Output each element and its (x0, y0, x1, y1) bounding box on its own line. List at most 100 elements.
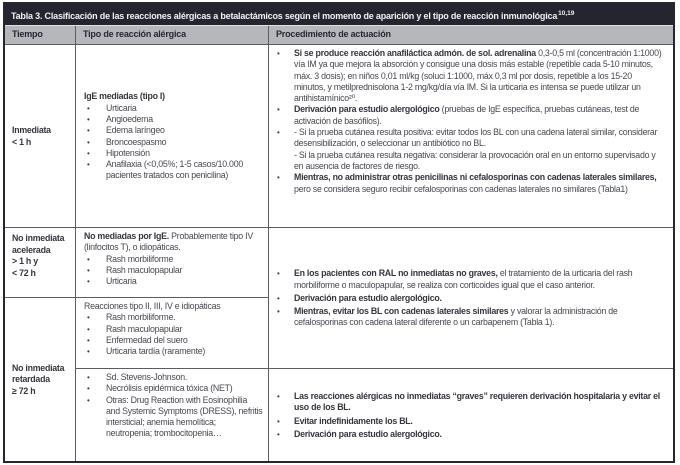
bullet-item: • - Si la prueba cutánea resulta positiva… (274, 127, 665, 172)
cell-tipo-reacciones-graves: • Sd. Stevens-Johnson. • Necrólisis epidérm… (76, 369, 269, 461)
bullet-icon: • (87, 335, 90, 345)
bullet-item: • Sd. Stevens-Johnson. (87, 372, 263, 383)
tipo-bullet-list: • Rash morbiliforme • Rash maculopapular • Ur… (84, 254, 263, 288)
bullet-item: • Si se produce reacción anafiláctica adm… (274, 48, 665, 104)
bullet-item: • Evitar indefinidamente los BL. (274, 416, 665, 427)
bullet-item: • En los pacientes con RAL no inmediatas … (274, 268, 665, 291)
cell-procedimiento-no-inmediata-no-grave: • En los pacientes con RAL no inmediatas … (269, 228, 673, 369)
cell-tiempo-inmediata: Inmediata < 1 h (5, 45, 76, 228)
cell-tiempo-no-inmediata-acelerada: No inmediata acelerada > 1 h y < 72 h (5, 228, 76, 298)
bullet-text: Rash maculopapular (106, 264, 183, 275)
bullet-item: • Mientras, no administrar otras penicili… (274, 172, 665, 195)
bullet-text: En los pacientes con RAL no inmediatas n… (294, 268, 633, 290)
bullet-text: Rash morbiliforme (106, 253, 174, 264)
bullet-item: • Derivación para estudio alergológico. (274, 429, 665, 440)
bullet-text: Derivación para estudio alergológico. (294, 428, 442, 439)
tipo-heading-ige-mediadas: IgE mediadas (tipo I) (84, 91, 165, 102)
bullet-icon: • (277, 173, 280, 183)
bullet-icon: • (87, 347, 90, 357)
bullet-icon: • (277, 416, 280, 426)
bullet-text: Las reacciones alérgicas no inmediatas “… (294, 390, 660, 413)
bullet-icon: • (87, 160, 90, 170)
proc-bullet-list: • En los pacientes con RAL no inmediatas … (274, 268, 665, 328)
bullet-item: • Urticaria (87, 276, 263, 287)
bullet-item: • Broncoespasmo (87, 137, 263, 148)
bullet-icon: • (87, 137, 90, 147)
bullet-item: • Necrólisis epidérmica tóxica (NET) (87, 383, 263, 394)
bullet-item: • Urticaria (87, 103, 263, 114)
bullet-item: • Mientras, evitar los BL con cadenas lat… (274, 306, 665, 329)
bullet-text: Si se produce reacción anafiláctica admó… (294, 48, 662, 104)
tipo-heading-no-mediadas: No mediadas por IgE. Probablemente tipo … (84, 231, 253, 253)
bullet-text: Urticaria tardía (raramente) (106, 346, 206, 357)
bullet-icon: • (277, 269, 280, 279)
cell-tipo-ige-mediadas: IgE mediadas (tipo I) • Urticaria • Angioed… (76, 45, 269, 228)
bullet-icon: • (87, 324, 90, 334)
bullet-item: • Anafilaxia (<0,05%; 1-5 casos/10.000 pa… (87, 159, 263, 182)
table-3-reacciones-alergicas: Tabla 3. Clasificación de las reacciones… (3, 2, 675, 463)
bullet-text: Rash morbiliforme. (106, 312, 176, 323)
bullet-icon: • (277, 293, 280, 303)
bullet-item: • Edema laríngeo (87, 125, 263, 136)
cell-tipo-reacciones-ii-iii-iv: Reacciones tipo II, III, IV e idiopática… (76, 298, 269, 369)
proc-bullet-list: • Las reacciones alérgicas no inmediatas … (274, 391, 665, 440)
bullet-icon: • (87, 114, 90, 124)
column-header-tiempo: Tiempo (5, 26, 76, 44)
bullet-icon: • (277, 49, 280, 58)
bullet-text: Evitar indefinidamente los BL. (294, 415, 413, 426)
bullet-icon: • (87, 313, 90, 323)
bullet-icon: • (277, 391, 280, 401)
table-title: Tabla 3. Clasificación de las reacciones… (11, 11, 558, 21)
bullet-item: • Angioedema (87, 114, 263, 125)
bullet-text: Derivación para estudio alergológico (pr… (294, 104, 640, 126)
cell-procedimiento-inmediata: • Si se produce reacción anafiláctica adm… (269, 45, 673, 228)
tipo-bullet-list: • Sd. Stevens-Johnson. • Necrólisis epidérm… (84, 372, 263, 440)
bullet-icon: • (87, 103, 90, 113)
bullet-icon: • (87, 148, 90, 158)
bullet-item: • Hipotensión (87, 148, 263, 159)
bullet-text: Sd. Stevens-Johnson. (106, 372, 188, 382)
bullet-item: • Las reacciones alérgicas no inmediatas … (274, 391, 665, 414)
bullet-item: • Rash morbiliforme (87, 254, 263, 265)
bullet-text: Mientras, evitar los BL con cadenas late… (294, 306, 618, 328)
bullet-text: Enfermedad del suero (106, 334, 188, 345)
bullet-text: Otras: Drug Reaction with Eosinophilia a… (106, 394, 263, 439)
bullet-item: • Otras: Drug Reaction with Eosinophilia … (87, 395, 263, 440)
bullet-icon: • (277, 128, 280, 138)
bullet-text: Derivación para estudio alergológico. (294, 292, 442, 303)
cell-tiempo-no-inmediata-retardada: No inmediata retardada ≥ 72 h (5, 298, 76, 461)
bullet-text: Mientras, no administrar otras penicilin… (294, 172, 657, 194)
table-header-row: Tiempo Tipo de reacción alérgica Procedi… (5, 26, 673, 45)
bullet-item: • Derivación para estudio alergológico. (274, 293, 665, 304)
bullet-item: • Urticaria tardía (raramente) (87, 346, 263, 357)
bullet-icon: • (87, 373, 90, 382)
column-header-tipo-reaccion: Tipo de reacción alérgica (76, 26, 269, 44)
bullet-icon: • (87, 384, 90, 394)
table-title-bar: Tabla 3. Clasificación de las reacciones… (5, 4, 673, 26)
tipo-bullet-list: • Rash morbiliforme. • Rash maculopapular • E… (84, 312, 263, 357)
bullet-text: Anafilaxia (<0,05%; 1-5 casos/10.000 pac… (106, 159, 243, 181)
column-header-procedimiento: Procedimiento de actuación (276, 29, 391, 39)
bullet-item: • Enfermedad del suero (87, 335, 263, 346)
cell-procedimiento-no-inmediata-grave: • Las reacciones alérgicas no inmediatas … (269, 369, 673, 461)
bullet-icon: • (87, 126, 90, 136)
bullet-text: Rash maculopapular (106, 323, 183, 334)
bullet-icon: • (277, 105, 280, 115)
bullet-text: Urticaria (106, 102, 137, 113)
bullet-text: Necrólisis epidérmica tóxica (NET) (106, 383, 233, 394)
tipo-bullet-list: • Urticaria • Angioedema • Edema laríngeo • Bro… (84, 103, 263, 182)
tipo-heading-reacciones: Reacciones tipo II, III, IV e idiopática… (84, 301, 221, 311)
bullet-icon: • (87, 277, 90, 287)
bullet-item: • Derivación para estudio alergológico (p… (274, 104, 665, 127)
bullet-text: Angioedema (106, 113, 153, 124)
bullet-text: Edema laríngeo (106, 125, 165, 136)
bullet-text: Urticaria (106, 276, 137, 287)
table-body: Inmediata < 1 h No inmediata acelerada > 1 … (5, 45, 673, 461)
bullet-item: • Rash maculopapular (87, 265, 263, 276)
bullet-icon: • (87, 254, 90, 264)
bullet-icon: • (277, 429, 280, 439)
bullet-text: Hipotensión (106, 147, 150, 158)
bullet-icon: • (87, 265, 90, 275)
bullet-item: • Rash morbiliforme. (87, 312, 263, 323)
bullet-icon: • (87, 395, 90, 405)
